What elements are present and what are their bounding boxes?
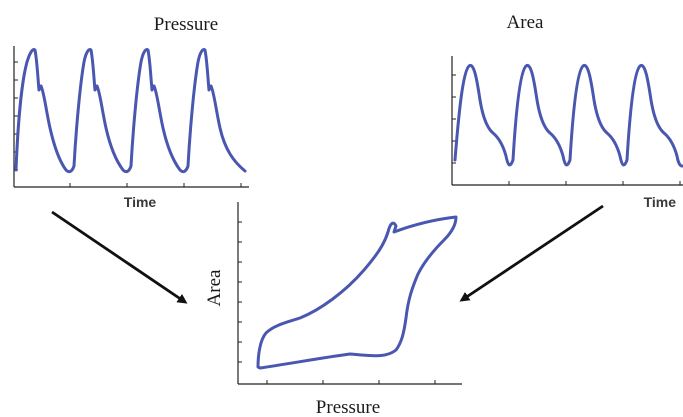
arrow-pressure-to-loop: [51, 210, 188, 304]
area-panel-title: Area: [507, 12, 544, 33]
area-waveform: [453, 63, 683, 168]
pressure-waveform: [14, 48, 247, 174]
area-time-x-ticks: [508, 181, 681, 185]
pressure-time-panel: Pressure Time: [13, 14, 249, 210]
area-time-panel: Area Time: [451, 12, 683, 210]
area-panel-xlabel: Time: [644, 194, 677, 210]
pressure-x-ticks: [69, 183, 242, 187]
pressure-area-loop-panel: Area Pressure: [204, 202, 462, 417]
loop-xlabel: Pressure: [316, 397, 380, 417]
loop-x-ticks: [266, 380, 436, 384]
pressure-panel-xlabel: Time: [124, 194, 157, 210]
pressure-panel-title: Pressure: [154, 14, 218, 35]
pressure-area-loop: [256, 215, 458, 370]
loop-y-ticks: [238, 221, 242, 363]
loop-ylabel: Area: [204, 269, 225, 306]
arrow-area-to-loop: [459, 204, 604, 302]
